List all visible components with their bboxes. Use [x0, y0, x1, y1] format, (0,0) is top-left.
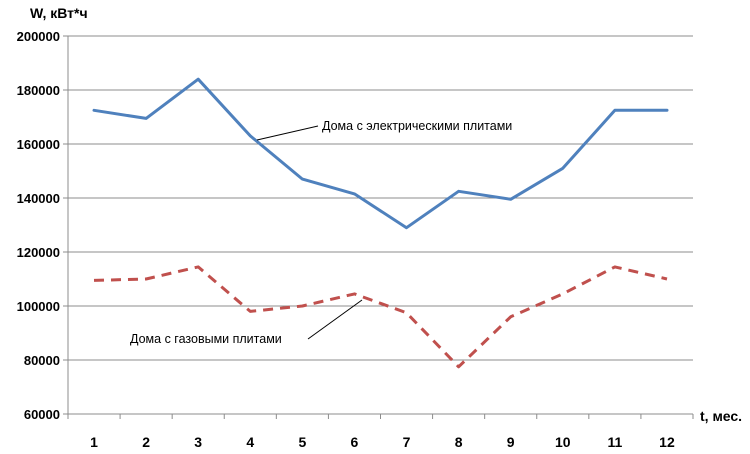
- x-tick-label-1: 1: [90, 434, 98, 450]
- x-tick-label-2: 2: [142, 434, 150, 450]
- x-tick-label-3: 3: [194, 434, 202, 450]
- x-tick-label-10: 10: [555, 434, 571, 450]
- annotation-leader-1: [307, 299, 363, 340]
- x-tick-label-7: 7: [403, 434, 411, 450]
- grid-lines: [68, 35, 693, 361]
- x-tick-label-12: 12: [659, 434, 675, 450]
- y-tick-label-60000: 60000: [24, 407, 60, 422]
- y-tick-label-180000: 180000: [17, 83, 60, 98]
- x-tick-label-11: 11: [607, 434, 622, 450]
- annotations: Дома с электрическими плитами Дома с газо…: [130, 119, 512, 346]
- annotation-leader-0: [256, 125, 319, 141]
- series-line-1: [93, 265, 668, 369]
- annotation-label-1: Дома с газовыми плитами: [130, 332, 282, 346]
- x-tick-label-9: 9: [507, 434, 515, 450]
- x-axis-title: t, мес.: [700, 408, 742, 424]
- y-tick-label-100000: 100000: [17, 299, 60, 314]
- x-tick-labels: 1 2 3 4 5 6 7 8 9 10 11 12: [90, 434, 675, 450]
- y-tick-label-160000: 160000: [17, 137, 60, 152]
- series-lines: [92, 77, 669, 369]
- y-tick-label-120000: 120000: [17, 245, 60, 260]
- y-tick-label-200000: 200000: [17, 29, 60, 44]
- x-tick-label-6: 6: [351, 434, 359, 450]
- x-tick-label-5: 5: [298, 434, 306, 450]
- y-axis-title: W, кВт*ч: [30, 5, 88, 21]
- annotation-label-0: Дома с электрическими плитами: [322, 119, 512, 133]
- axes: [63, 35, 694, 419]
- series-line-0: [92, 77, 669, 230]
- x-tick-label-8: 8: [455, 434, 463, 450]
- y-tick-label-140000: 140000: [17, 191, 60, 206]
- y-tick-label-80000: 80000: [24, 353, 60, 368]
- x-tick-label-4: 4: [246, 434, 254, 450]
- y-tick-labels: 60000 80000 100000 120000 140000 160000 180000…: [17, 29, 60, 422]
